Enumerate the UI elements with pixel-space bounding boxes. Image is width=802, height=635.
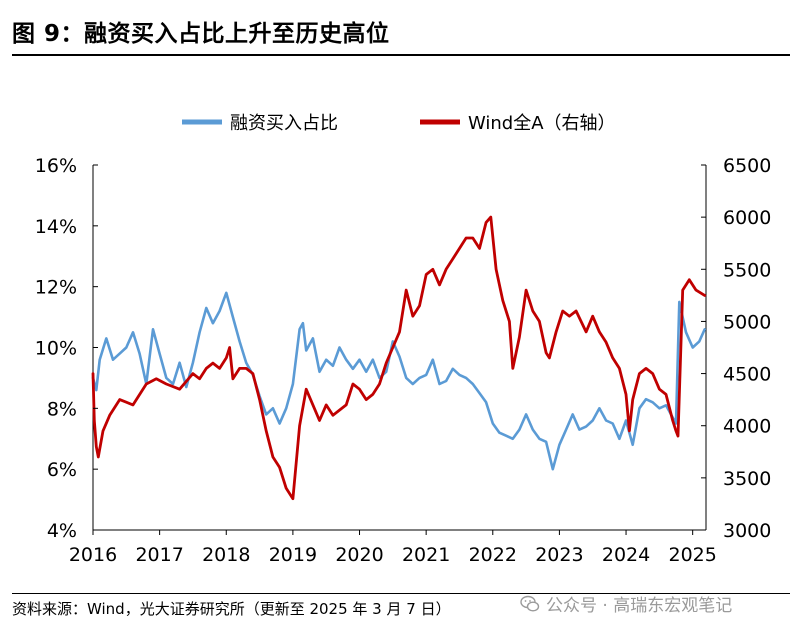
right-tick-label: 4000	[723, 416, 771, 438]
x-tick-label: 2018	[202, 544, 250, 566]
axes	[92, 165, 707, 531]
chart-title: 图 9：融资买入占比上升至历史高位	[12, 21, 390, 47]
left-tick-label: 6%	[47, 459, 77, 481]
x-axis-ticks: 2016 2017 2018 2019 2020 2021 2022 2023 2024 2025	[69, 530, 717, 566]
left-axis-ticks: 4% 6% 8% 10% 12% 14% 16%	[35, 155, 98, 542]
wechat-icon	[520, 595, 540, 612]
left-tick-label: 8%	[47, 398, 77, 420]
x-tick-label: 2017	[135, 544, 183, 566]
x-tick-label: 2024	[602, 544, 650, 566]
dual-axis-line-chart: 融资买入占比 Wind全A（右轴） 4% 6% 8% 10% 12% 14% 16% 300…	[35, 113, 772, 566]
series-line-wind-a	[91, 215, 707, 501]
right-tick-label: 5000	[723, 311, 771, 333]
left-tick-label: 16%	[35, 155, 77, 177]
x-tick-label: 2021	[402, 544, 450, 566]
source-note: 资料来源：Wind，光大证券研究所（更新至 2025 年 3 月 7 日）	[12, 600, 451, 618]
x-tick-label: 2020	[335, 544, 383, 566]
left-tick-label: 14%	[35, 216, 77, 238]
watermark: 公众号 · 高瑞东宏观笔记	[520, 591, 732, 616]
x-tick-label: 2019	[269, 544, 317, 566]
footer-divider	[12, 593, 790, 594]
legend-label-financing-ratio: 融资买入占比	[230, 113, 338, 134]
right-tick-label: 3500	[723, 468, 771, 490]
right-tick-label: 5500	[723, 259, 771, 281]
left-tick-label: 12%	[35, 277, 77, 299]
x-tick-label: 2025	[668, 544, 716, 566]
right-tick-label: 6000	[723, 207, 771, 229]
right-axis-ticks: 3000 3500 4000 4500 5000 5500 6000 6500	[701, 155, 771, 542]
x-tick-label: 2016	[69, 544, 117, 566]
watermark-text: 公众号 · 高瑞东宏观笔记	[546, 596, 733, 616]
series-line-financing-ratio	[91, 291, 707, 471]
right-tick-label: 4500	[723, 364, 771, 386]
x-tick-label: 2022	[469, 544, 517, 566]
x-tick-label: 2023	[535, 544, 583, 566]
left-tick-label: 10%	[35, 338, 77, 360]
left-tick-label: 4%	[47, 520, 77, 542]
legend: 融资买入占比 Wind全A（右轴）	[182, 113, 616, 134]
right-tick-label: 3000	[723, 520, 771, 542]
legend-label-wind-a: Wind全A（右轴）	[468, 113, 616, 134]
right-tick-label: 6500	[723, 155, 771, 177]
series-layer	[91, 215, 707, 501]
title-divider	[12, 54, 790, 56]
